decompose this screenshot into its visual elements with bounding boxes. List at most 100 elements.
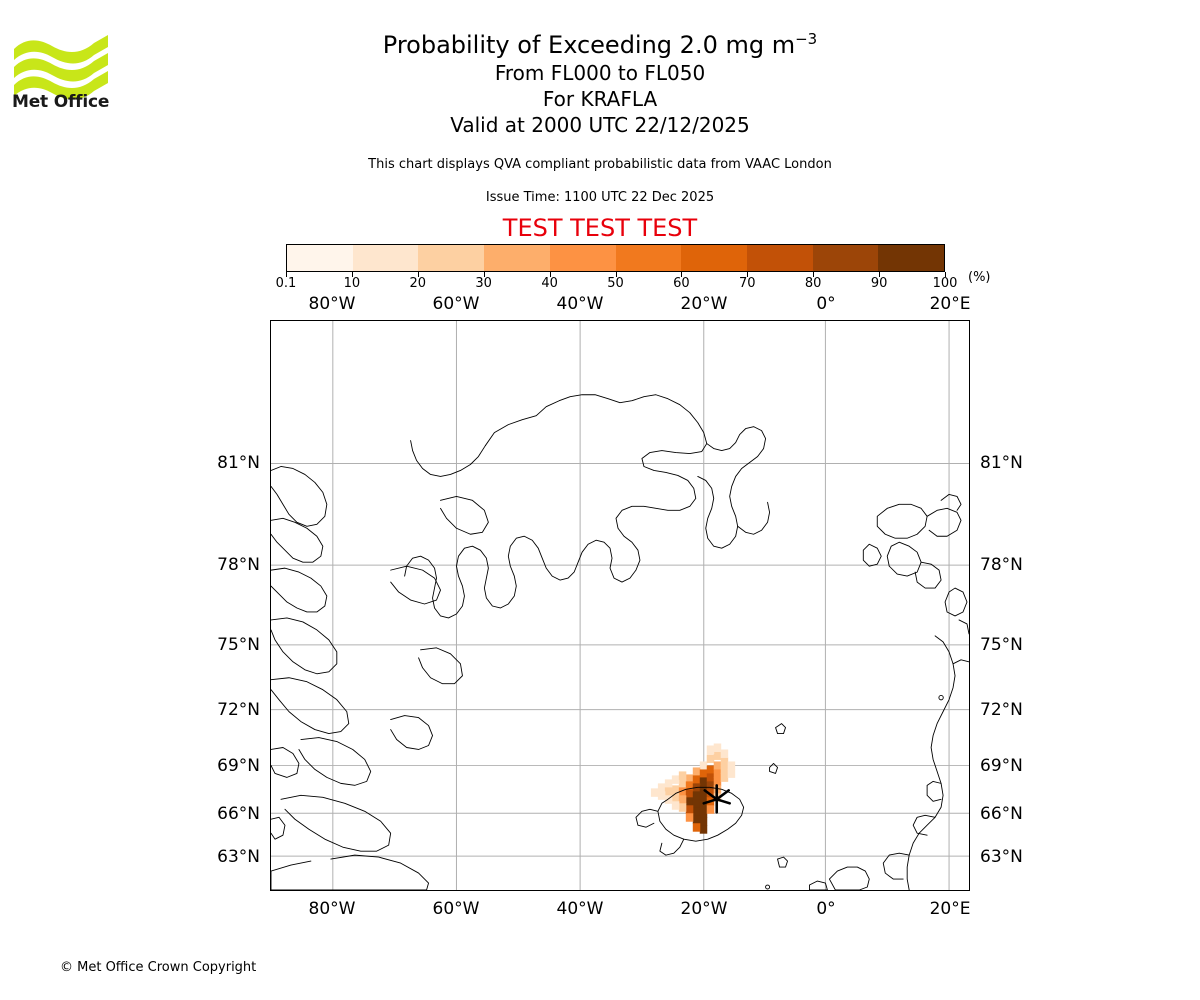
x-axis-label-bottom-3: 20°W — [680, 899, 728, 919]
colorbar-tick-label-9: 90 — [870, 276, 888, 291]
colorbar-tick-label-2: 20 — [409, 276, 427, 291]
plume-cell-34 — [699, 809, 708, 818]
y-axis-label-right-3: 72°N — [980, 700, 1023, 720]
colorbar-tick-6 — [681, 272, 683, 277]
colorbar-band-1 — [352, 245, 419, 271]
colorbar-tick-labels: 0.1 10 20 30 40 50 60 70 80 90 100 — [276, 272, 957, 291]
plume-cell-30 — [692, 799, 701, 808]
plume-cell-43 — [671, 793, 680, 802]
colorbar-band-7 — [746, 245, 813, 271]
title-flight-levels: From FL000 to FL050 — [494, 61, 706, 85]
plume-cell-42 — [664, 787, 673, 796]
plume-cell-25 — [692, 791, 701, 800]
plume-cell-51 — [699, 825, 708, 834]
y-axis-label-left-2: 75°N — [217, 635, 260, 655]
colorbar-tick-label-1: 10 — [343, 276, 361, 291]
y-axis-label-right-0: 81°N — [980, 453, 1023, 473]
colorbar-band-6 — [681, 245, 747, 271]
y-axis-label-right-1: 78°N — [980, 555, 1023, 575]
plume-cell-40 — [678, 771, 687, 780]
title-main: Probability of Exceeding 2.0 mg m — [382, 31, 796, 59]
copyright-notice: © Met Office Crown Copyright — [60, 960, 257, 975]
plume-cell-37 — [692, 815, 701, 824]
x-axis-label-bottom-5: 20°E — [929, 899, 971, 919]
y-axis-label-left-5: 66°N — [217, 804, 260, 824]
chart-title-block: Probability of Exceeding 2.0 mg m−3 From… — [0, 24, 1200, 138]
plume-cell-22 — [671, 785, 680, 794]
plume-cell-55 — [650, 788, 659, 797]
plume-cell-49 — [678, 803, 687, 812]
x-axis-label-bottom-1: 60°W — [432, 899, 480, 919]
colorbar-tick-label-8: 80 — [804, 276, 822, 291]
plume-cell-35 — [685, 805, 694, 814]
test-banner: TEST TEST TEST — [502, 214, 698, 242]
plume-cell-31 — [699, 801, 708, 810]
plume-cell-23 — [678, 787, 687, 796]
x-axis-label-bottom-4: 0° — [816, 899, 836, 919]
plume-cell-57 — [664, 795, 673, 804]
plume-cell-21 — [720, 773, 729, 782]
plume-cell-53 — [706, 805, 715, 814]
colorbar-tick-4 — [549, 272, 551, 277]
x-axis-label-top-2: 40°W — [556, 294, 604, 314]
plume-cell-3 — [692, 767, 701, 776]
plume-cell-4 — [699, 769, 708, 778]
colorbar-band-0 — [287, 245, 353, 271]
y-axis-label-right-6: 63°N — [980, 847, 1023, 867]
y-axis-label-left-1: 78°N — [217, 555, 260, 575]
x-axis-label-top-0: 80°W — [308, 294, 356, 314]
plume-cell-38 — [664, 779, 673, 788]
plume-cell-50 — [685, 813, 694, 822]
plume-cell-13 — [720, 765, 729, 774]
colorbar-tick-10 — [945, 272, 946, 277]
title-volcano: For KRAFLA — [542, 87, 658, 111]
plume-cell-24 — [685, 789, 694, 798]
colorbar-tick-label-10: 100 — [932, 276, 958, 291]
colorbar-tick-label-0: 0.1 — [275, 276, 297, 291]
title-valid-time: Valid at 2000 UTC 22/12/2025 — [450, 113, 750, 137]
colorbar-tick-label-5: 50 — [607, 276, 624, 291]
plume-cell-18 — [699, 785, 708, 794]
plume-cell-44 — [678, 795, 687, 804]
colorbar-band-8 — [812, 245, 879, 271]
colorbar-band-5 — [615, 245, 682, 271]
y-axis-label-left-6: 63°N — [217, 847, 260, 867]
colorbar-unit-label: (%) — [968, 270, 991, 285]
y-axis-label-right-4: 69°N — [980, 756, 1023, 776]
colorbar-tick-7 — [747, 272, 749, 277]
y-axis-label-left-0: 81°N — [217, 453, 260, 473]
plume-cell-58 — [671, 801, 680, 810]
plume-cell-12 — [713, 769, 722, 778]
plume-cell-52 — [692, 823, 701, 832]
colorbar-tick-0 — [286, 272, 287, 277]
plume-cell-6 — [713, 761, 722, 770]
colorbar-tick-label-3: 30 — [475, 276, 492, 291]
colorbar-tick-5 — [615, 272, 617, 277]
met-office-wordmark: Met Office — [12, 92, 110, 112]
plume-cell-8 — [685, 774, 694, 783]
plume-cell-29 — [685, 797, 694, 806]
colorbar-tick-2 — [417, 272, 419, 277]
ash-probability-map[interactable] — [270, 320, 970, 891]
colorbar-band-9 — [878, 245, 945, 271]
x-axis-label-top-1: 60°W — [432, 294, 480, 314]
plume-cell-10 — [699, 777, 708, 786]
colorbar-band-3 — [484, 245, 550, 271]
coastlines — [271, 394, 969, 890]
plume-cell-2 — [713, 751, 722, 760]
plume-cell-14 — [727, 761, 736, 770]
map-gridlines — [271, 321, 969, 890]
colorbar-tick-label-6: 60 — [673, 276, 690, 291]
plume-cell-33 — [692, 807, 701, 816]
plume-cell-0 — [699, 761, 708, 770]
plume-cell-26 — [699, 793, 708, 802]
colorbar-band-4 — [549, 245, 616, 271]
plume-cell-47 — [706, 745, 715, 754]
page-title: Probability of Exceeding 2.0 mg m−3 — [0, 24, 1200, 60]
y-axis-label-left-4: 69°N — [217, 756, 260, 776]
plume-cell-1 — [706, 754, 715, 763]
plume-cell-56 — [657, 791, 666, 800]
plume-cell-7 — [720, 757, 729, 766]
plume-cell-45 — [720, 749, 729, 758]
issue-time: Issue Time: 1100 UTC 22 Dec 2025 — [485, 190, 715, 205]
